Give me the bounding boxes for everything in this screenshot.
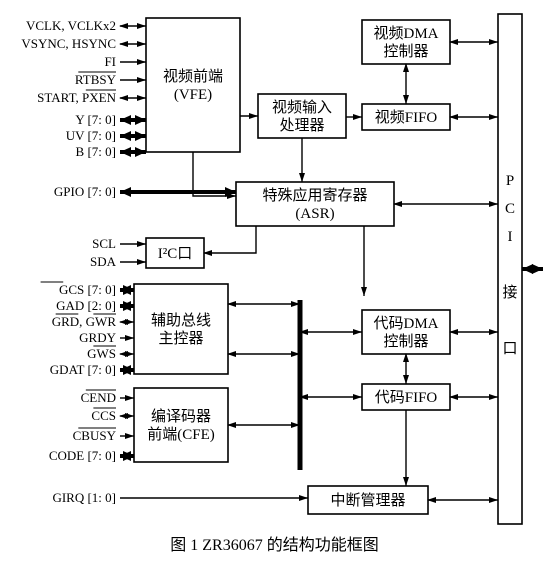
signal-CEND: CEND xyxy=(81,390,116,405)
aux-label1: 辅助总线 xyxy=(151,312,211,329)
signal-CBUSY: CBUSY xyxy=(73,428,117,443)
signal-GIRQ-1-0-: GIRQ [1: 0] xyxy=(52,490,116,505)
signal-B-7-0-: B [7: 0] xyxy=(76,144,116,159)
cfifo-label1: 代码FIFO xyxy=(375,389,438,406)
signal-GDAT-7-0-: GDAT [7: 0] xyxy=(50,362,116,377)
signal-GPIO-7-0-: GPIO [7: 0] xyxy=(54,184,116,199)
vdma-label2: 控制器 xyxy=(383,43,428,60)
i2c-label1: I²C口 xyxy=(158,246,193,262)
signal-VSYNC-HSYNC: VSYNC, HSYNC xyxy=(21,36,116,51)
vdma-label1: 视频DMA xyxy=(373,25,438,42)
figure-caption: 图 1 ZR36067 的结构功能框图 xyxy=(170,536,378,554)
pci-label: 接 xyxy=(502,284,517,301)
signal-GAD-2-0-: GAD [2: 0] xyxy=(56,298,116,313)
signal-RTBSY: RTBSY xyxy=(75,72,117,87)
signal-VCLK-VCLKx2: VCLK, VCLKx2 xyxy=(26,18,116,33)
aux-label2: 主控器 xyxy=(158,330,203,347)
vip-label1: 视频输入 xyxy=(272,99,332,116)
vfe-to-asr xyxy=(193,152,236,196)
signal-Y-7-0-: Y [7: 0] xyxy=(75,112,116,127)
vip-label2: 处理器 xyxy=(279,117,324,134)
signal-START-PXEN: START, PXEN xyxy=(37,90,116,105)
signal-GRDY: GRDY xyxy=(79,330,116,345)
cdma-label1: 代码DMA xyxy=(373,315,438,332)
signal-FI: FI xyxy=(104,54,116,69)
aux-block xyxy=(134,284,228,374)
cfe-label1: 编译码器 xyxy=(151,408,211,425)
asr-label1: 特殊应用寄存器 xyxy=(262,186,367,204)
vfe-label1: 视频前端 xyxy=(163,68,223,85)
signal-GRD-GWR: GRD, GWR xyxy=(52,314,117,329)
signal-GWS: GWS xyxy=(87,346,116,361)
vfe-label2: (VFE) xyxy=(174,87,212,103)
asr-label2: (ASR) xyxy=(295,206,334,222)
pci-label: P xyxy=(506,173,514,189)
pci-label: 口 xyxy=(502,341,517,357)
signal-SCL: SCL xyxy=(92,236,116,251)
cfe-label2: 前端(CFE) xyxy=(147,426,215,443)
pci-interface xyxy=(498,14,522,524)
irq-label1: 中断管理器 xyxy=(330,492,405,509)
vfifo-label1: 视频FIFO xyxy=(375,109,438,126)
cfe-block xyxy=(134,388,228,462)
vfe-block xyxy=(146,18,240,152)
signal-GCS-7-0-: GCS [7: 0] xyxy=(59,282,116,297)
signal-CODE-7-0-: CODE [7: 0] xyxy=(49,448,116,463)
signal-SDA: SDA xyxy=(90,254,117,269)
signal-CCS: CCS xyxy=(91,408,116,423)
cdma-label2: 控制器 xyxy=(383,333,428,350)
i2c-asr xyxy=(204,226,256,253)
pci-label: C xyxy=(505,201,515,217)
pci-label: I xyxy=(508,229,513,245)
signal-UV-7-0-: UV [7: 0] xyxy=(66,128,116,143)
